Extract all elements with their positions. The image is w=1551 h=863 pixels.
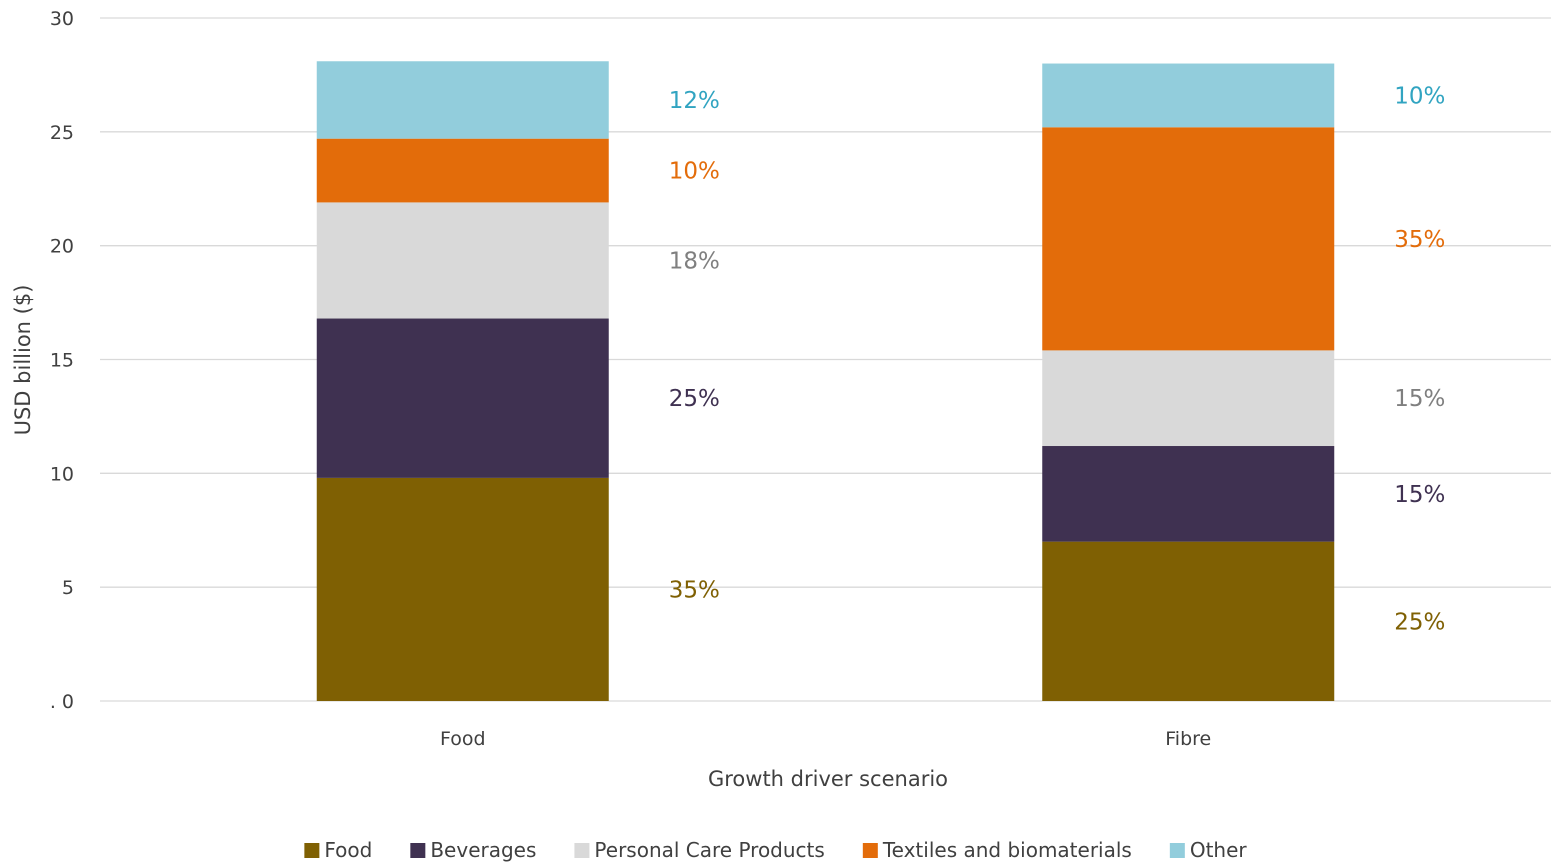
data-label: 10%: [1394, 83, 1445, 109]
bar-segment: [316, 318, 609, 478]
bar-segment: [1042, 541, 1335, 701]
legend-label: Textiles and biomaterials: [882, 838, 1132, 862]
legend-swatch: [1169, 843, 1185, 858]
x-tick-label: Fibre: [1165, 728, 1211, 750]
legend-label: Beverages: [430, 838, 536, 862]
y-tick-label: 5: [62, 577, 74, 599]
bar-segment: [316, 202, 609, 319]
legend-swatch: [304, 843, 320, 858]
legend-label: Other: [1190, 838, 1248, 862]
y-axis-ticks: . 0 5 10 15 20 25 30: [50, 8, 74, 713]
legend-swatch: [574, 843, 590, 858]
legend: Food Beverages Personal Care Products Texti…: [304, 838, 1247, 862]
legend-item: Personal Care Products: [574, 838, 825, 862]
legend-item: Food: [304, 838, 372, 862]
y-tick-label: 10: [50, 463, 74, 485]
data-labels: 35% 25% 18% 10% 12% 25% 15% 15% 35% 10%: [669, 83, 1446, 635]
data-label: 15%: [1394, 482, 1445, 508]
bar-segment: [316, 477, 609, 701]
data-label: 18%: [669, 248, 720, 274]
data-label: 15%: [1394, 386, 1445, 412]
x-axis-ticks: Food Fibre: [440, 728, 1211, 750]
y-tick-label: . 0: [50, 691, 74, 713]
bar-segment: [1042, 350, 1335, 447]
legend-item: Beverages: [410, 838, 536, 862]
legend-swatch: [410, 843, 426, 858]
x-axis-title: Growth driver scenario: [708, 767, 948, 791]
data-label: 25%: [1394, 609, 1445, 635]
legend-item: Other: [1169, 838, 1248, 862]
y-tick-label: 30: [50, 8, 74, 30]
legend-label: Food: [324, 838, 372, 862]
legend-item: Textiles and biomaterials: [862, 838, 1132, 862]
legend-swatch: [862, 843, 878, 858]
bars: [316, 61, 1335, 701]
y-tick-label: 25: [50, 122, 74, 144]
y-tick-label: 20: [50, 236, 74, 258]
data-label: 35%: [1394, 227, 1445, 253]
data-label: 35%: [669, 577, 720, 603]
bar-segment: [1042, 127, 1335, 351]
data-label: 10%: [669, 159, 720, 185]
x-tick-label: Food: [440, 728, 486, 750]
y-tick-label: 15: [50, 350, 74, 372]
bar-segment: [1042, 446, 1335, 542]
data-label: 25%: [669, 386, 720, 412]
bar-segment: [1042, 63, 1335, 128]
bar-segment: [316, 61, 609, 139]
data-label: 12%: [669, 88, 720, 114]
y-axis-title: USD billion ($): [11, 285, 35, 436]
legend-label: Personal Care Products: [594, 838, 824, 862]
bar-segment: [316, 138, 609, 203]
